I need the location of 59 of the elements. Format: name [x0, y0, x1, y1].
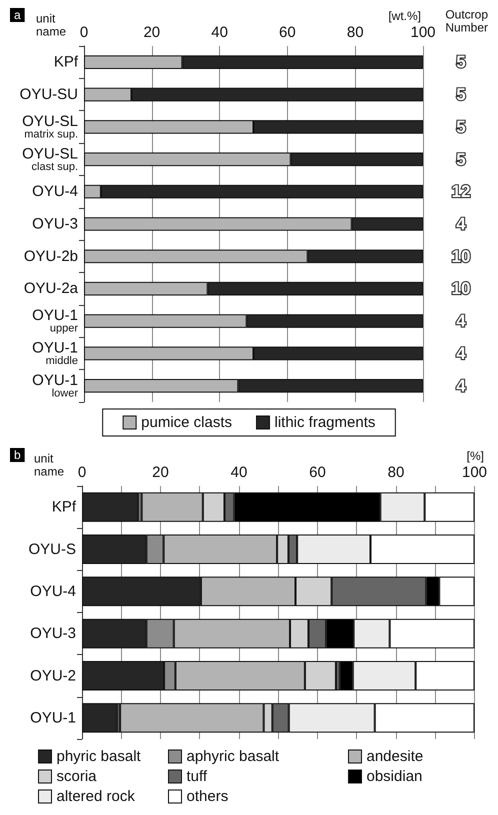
text: 12	[452, 182, 470, 202]
y-axis-title: unit name	[34, 452, 64, 478]
legend-label: andesite	[366, 748, 424, 765]
legend-label: pumice clasts	[141, 414, 232, 431]
y-tick-label: OYU-2a	[24, 280, 79, 298]
x-tick-label: 60	[309, 464, 326, 481]
x-tick-label: 80	[388, 464, 404, 481]
y-tick-label: OYU-3	[30, 625, 76, 642]
text: 4	[456, 214, 466, 234]
text: 5	[456, 52, 466, 72]
x-tick-label: 40	[230, 464, 248, 481]
chart-title: a	[14, 8, 21, 22]
x-tick-label: 60	[279, 24, 296, 41]
text: 5	[456, 150, 466, 169]
y-tick-label: KPf	[54, 54, 79, 71]
y-tick-label: KPf	[52, 498, 77, 516]
legend-label: phyric basalt	[56, 748, 142, 765]
y-tick-label: OYU-S	[28, 540, 76, 558]
y2-axis-title: Outcrop Number	[445, 8, 488, 34]
text: 10	[452, 279, 470, 298]
x-tick-label: 0	[78, 464, 86, 481]
legend-label: aphyric basalt	[186, 748, 280, 765]
y-tick-label: OYU-1 upper	[32, 307, 78, 335]
x-tick-label: 0	[80, 24, 88, 41]
y-tick-label: OYU-SU	[20, 86, 78, 104]
y-tick-label: OYU-1	[30, 709, 76, 726]
legend-label: lithic fragments	[274, 414, 376, 431]
y-tick-label: OYU-SL clast sup.	[22, 145, 78, 173]
legend-label: tuff	[186, 768, 208, 785]
legend-label: others	[186, 788, 228, 805]
y-tick-label: OYU-4	[30, 582, 76, 600]
text: 4	[456, 312, 466, 331]
y-axis-title: unit name	[36, 12, 66, 38]
legend-label: altered rock	[56, 788, 136, 805]
text: 5	[456, 85, 466, 104]
y-tick-label: OYU-3	[32, 216, 78, 232]
text: 4	[456, 344, 466, 363]
y-tick-label: OYU-SL matrix sup.	[22, 112, 78, 140]
y-tick-label: OYU-2	[30, 667, 76, 684]
x-tick-label: 20	[152, 464, 169, 481]
x-axis-title: [%]	[466, 449, 484, 463]
x-tick-label: 40	[211, 24, 228, 41]
x-axis-title: [wt.%]	[388, 9, 421, 23]
x-tick-label: 20	[143, 24, 160, 41]
x-tick-label: 100	[462, 464, 487, 481]
text: 4	[456, 376, 466, 396]
y-tick-label: OYU-1 middle	[32, 339, 78, 367]
y-tick-label: OYU-1 lower	[32, 372, 78, 400]
bar	[82, 492, 138, 522]
bar	[82, 703, 118, 733]
text: 5	[456, 117, 466, 136]
legend-label: obsidian	[366, 768, 422, 785]
text: 10	[452, 246, 470, 266]
legend-label: scoria	[56, 768, 98, 785]
x-tick-label: 100	[410, 24, 436, 41]
x-tick-label: 80	[346, 24, 364, 41]
chart-title: b	[14, 448, 21, 462]
y-tick-label: OYU-2b	[24, 248, 78, 265]
y-tick-label: OYU-4	[32, 183, 78, 200]
